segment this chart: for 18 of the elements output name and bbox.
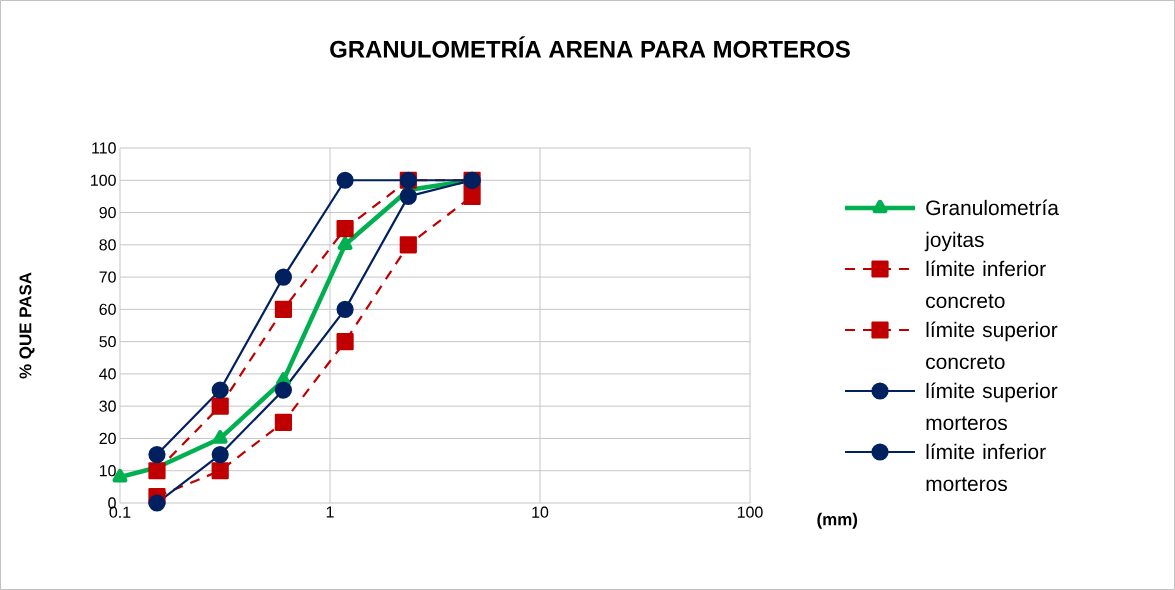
x-tick-label: 100 <box>737 506 763 518</box>
y-tick-label: 10 <box>99 465 116 477</box>
y-tick-label: 20 <box>99 432 116 445</box>
y-tick-label: 100 <box>91 174 116 186</box>
y-axis-title: % QUE PASA <box>19 272 35 379</box>
y-tick-label: 70 <box>99 271 116 283</box>
y-tick-label: 90 <box>99 206 116 219</box>
y-tick-label: 110 <box>92 142 116 154</box>
x-tick-label: 1 <box>326 506 334 518</box>
y-tick-label: 30 <box>99 400 116 412</box>
y-tick-label: 80 <box>99 239 116 251</box>
legend-label: límite inferior morteros <box>926 443 1046 492</box>
y-tick-label: 50 <box>99 336 116 348</box>
y-tick-label: 40 <box>99 368 116 380</box>
chart-title: GRANULOMETRÍA ARENA PARA MORTEROS <box>330 36 850 58</box>
x-axis-title: (mm) <box>817 512 858 529</box>
x-tick-label: 10 <box>532 506 549 518</box>
y-tick-label: 60 <box>99 303 116 315</box>
